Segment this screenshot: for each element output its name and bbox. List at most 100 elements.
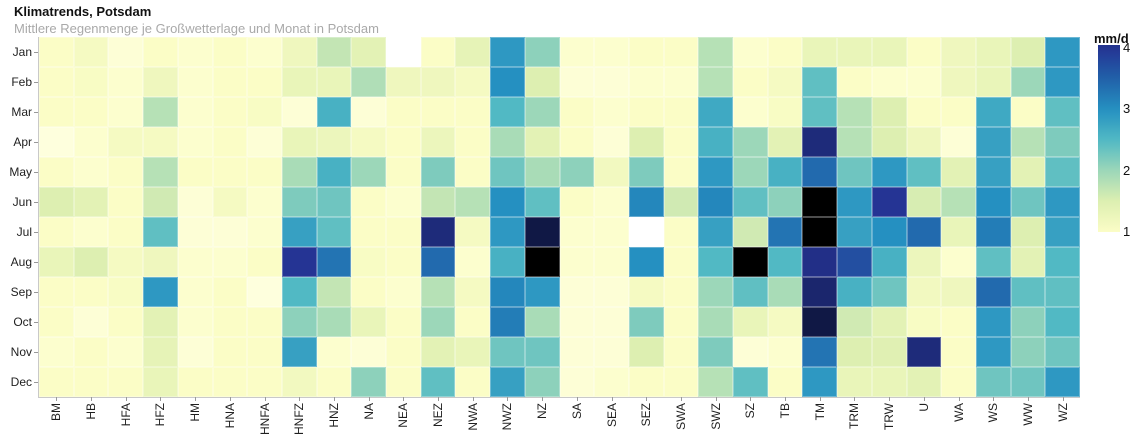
x-axis-tick <box>750 397 752 401</box>
heatmap-cell <box>559 157 595 187</box>
heatmap-cell <box>316 37 352 67</box>
heatmap-cell <box>212 337 248 367</box>
heatmap-cell <box>767 277 803 307</box>
heatmap-cell <box>871 187 907 217</box>
heatmap-cell <box>212 97 248 127</box>
heatmap-cell <box>594 337 629 367</box>
heatmap-cell <box>351 217 386 247</box>
heatmap-cell <box>628 217 664 247</box>
x-axis-tick <box>715 397 717 401</box>
heatmap-cell <box>490 217 525 247</box>
heatmap-cell <box>1010 157 1046 187</box>
heatmap-cell <box>316 187 352 217</box>
heatmap-cell <box>1045 337 1080 367</box>
x-axis-label: HFA <box>118 403 133 427</box>
heatmap-cell <box>837 367 872 397</box>
heatmap-cell <box>143 337 178 367</box>
heatmap-cell <box>871 37 907 67</box>
heatmap-cell <box>316 157 352 187</box>
heatmap-cell <box>975 277 1011 307</box>
heatmap-cell <box>837 37 872 67</box>
heatmap-cell <box>628 337 664 367</box>
heatmap-cell <box>906 217 942 247</box>
heatmap-cell <box>351 247 386 277</box>
x-axis-label: NA <box>361 403 376 420</box>
heatmap-cell <box>212 247 248 277</box>
heatmap-cell <box>39 97 74 127</box>
heatmap-cell <box>316 97 352 127</box>
heatmap-cell <box>39 367 74 397</box>
heatmap-cell <box>455 367 491 397</box>
heatmap-cell <box>490 247 525 277</box>
heatmap-cell <box>39 127 74 157</box>
heatmap-cell <box>975 367 1011 397</box>
heatmap-cell <box>767 247 803 277</box>
x-axis-label: HNZ <box>326 403 341 428</box>
heatmap-cell <box>871 127 907 157</box>
heatmap-cell <box>663 127 699 157</box>
x-axis-label: HB <box>84 403 99 420</box>
heatmap-cell <box>386 277 421 307</box>
heatmap-cell <box>73 247 109 277</box>
heatmap-cell <box>802 307 838 337</box>
heatmap-cell <box>316 277 352 307</box>
colorbar-tick-label: 1 <box>1123 224 1131 239</box>
heatmap-cell <box>39 277 74 307</box>
heatmap-cell <box>386 307 421 337</box>
heatmap-cell <box>212 157 248 187</box>
heatmap-cell <box>524 157 560 187</box>
heatmap-cell <box>455 217 491 247</box>
heatmap-cell <box>386 67 421 97</box>
heatmap-cell <box>281 217 317 247</box>
heatmap-cell <box>802 187 838 217</box>
heatmap-cell <box>767 127 803 157</box>
heatmap-cell <box>108 97 144 127</box>
heatmap-cell <box>975 187 1011 217</box>
heatmap-cell <box>524 367 560 397</box>
heatmap-cell <box>281 367 317 397</box>
heatmap-cell <box>871 97 907 127</box>
heatmap-cell <box>559 217 595 247</box>
heatmap-cell <box>351 277 386 307</box>
heatmap-cell <box>1045 157 1080 187</box>
heatmap-cell <box>767 157 803 187</box>
heatmap-cell <box>108 337 144 367</box>
heatmap-cell <box>177 97 213 127</box>
heatmap-cell <box>663 337 699 367</box>
heatmap-cell <box>212 307 248 337</box>
heatmap-cell <box>663 97 699 127</box>
heatmap-cell <box>975 307 1011 337</box>
heatmap-cell <box>455 277 491 307</box>
x-axis-label: SEZ <box>639 403 654 427</box>
heatmap-cell <box>767 217 803 247</box>
heatmap-cell <box>73 367 109 397</box>
x-axis-label: TM <box>812 403 827 421</box>
heatmap-cell <box>906 277 942 307</box>
heatmap-cell <box>455 97 491 127</box>
heatmap-cell <box>524 247 560 277</box>
heatmap-cell <box>39 67 74 97</box>
heatmap-cell <box>1045 37 1080 67</box>
heatmap-cell <box>420 187 456 217</box>
x-axis-tick <box>680 397 682 401</box>
heatmap-cell <box>559 37 595 67</box>
heatmap-cell <box>108 367 144 397</box>
heatmap-cell <box>559 187 595 217</box>
heatmap-cell <box>455 67 491 97</box>
heatmap-cell <box>490 127 525 157</box>
heatmap-cell <box>941 37 976 67</box>
heatmap-cell <box>1045 97 1080 127</box>
heatmap-cell <box>73 157 109 187</box>
heatmap-cell <box>143 67 178 97</box>
y-axis-tick <box>34 292 38 293</box>
heatmap-cell <box>663 37 699 67</box>
x-axis-label: SEA <box>604 403 619 428</box>
heatmap-cell <box>733 127 768 157</box>
heatmap-cell <box>941 187 976 217</box>
heatmap-cell <box>108 67 144 97</box>
heatmap-cell <box>212 67 248 97</box>
heatmap-cell <box>351 157 386 187</box>
heatmap-cell <box>1010 127 1046 157</box>
heatmap-cell <box>767 307 803 337</box>
heatmap-cell <box>177 277 213 307</box>
